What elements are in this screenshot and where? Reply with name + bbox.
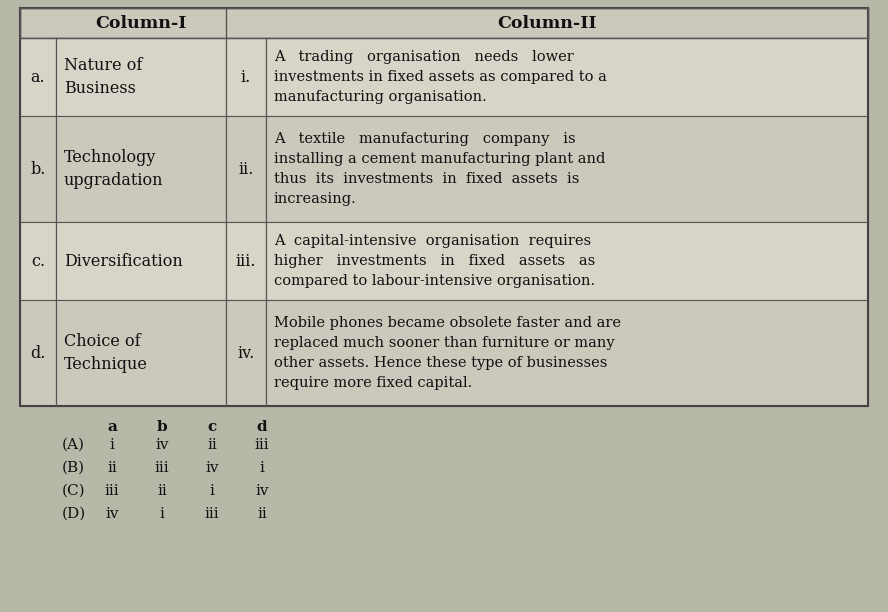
Text: i: i <box>160 507 164 521</box>
Bar <box>226 38 266 116</box>
Bar <box>20 222 56 300</box>
Bar <box>20 8 868 38</box>
Text: Nature of
Business: Nature of Business <box>64 57 142 97</box>
Text: iv.: iv. <box>237 345 255 362</box>
Text: i: i <box>109 438 115 452</box>
Text: Column-II: Column-II <box>497 15 597 31</box>
Bar <box>226 222 266 300</box>
Bar <box>266 222 868 300</box>
Text: i: i <box>210 484 214 498</box>
Text: A  capital-intensive  organisation  requires
higher   investments   in   fixed  : A capital-intensive organisation require… <box>274 234 595 288</box>
Text: Column-I: Column-I <box>95 15 186 31</box>
Text: i.: i. <box>241 69 251 86</box>
Text: iii: iii <box>255 438 269 452</box>
Bar <box>56 222 226 300</box>
Text: (A): (A) <box>62 438 85 452</box>
Bar <box>226 116 266 222</box>
Text: d: d <box>257 420 267 434</box>
Text: Choice of
Technique: Choice of Technique <box>64 333 148 373</box>
Text: (B): (B) <box>62 461 85 475</box>
Text: iv: iv <box>205 461 218 475</box>
Text: ii: ii <box>107 461 117 475</box>
Text: ii.: ii. <box>238 160 254 177</box>
Text: Mobile phones became obsolete faster and are
replaced much sooner than furniture: Mobile phones became obsolete faster and… <box>274 316 621 390</box>
Text: a.: a. <box>31 69 45 86</box>
Text: d.: d. <box>30 345 45 362</box>
Text: A   textile   manufacturing   company   is
installing a cement manufacturing pla: A textile manufacturing company is insta… <box>274 132 606 206</box>
Text: (C): (C) <box>62 484 85 498</box>
Text: ii: ii <box>207 438 217 452</box>
Text: i: i <box>259 461 265 475</box>
Text: (D): (D) <box>62 507 86 521</box>
Text: b: b <box>156 420 167 434</box>
Bar <box>266 300 868 406</box>
Bar <box>20 116 56 222</box>
Bar <box>20 300 56 406</box>
Bar <box>20 8 868 406</box>
Text: a: a <box>107 420 117 434</box>
Bar <box>56 116 226 222</box>
Text: A   trading   organisation   needs   lower
investments in fixed assets as compar: A trading organisation needs lower inves… <box>274 50 607 104</box>
Text: iii: iii <box>105 484 119 498</box>
Bar <box>266 116 868 222</box>
Bar <box>226 300 266 406</box>
Text: iv: iv <box>106 507 119 521</box>
Text: iv: iv <box>155 438 169 452</box>
Text: iii.: iii. <box>235 253 257 269</box>
Text: c: c <box>208 420 217 434</box>
Text: c.: c. <box>31 253 45 269</box>
Bar <box>56 38 226 116</box>
Text: ii: ii <box>157 484 167 498</box>
Text: Technology
upgradation: Technology upgradation <box>64 149 163 189</box>
Text: iv: iv <box>255 484 269 498</box>
Bar <box>56 300 226 406</box>
Bar <box>266 38 868 116</box>
Text: iii: iii <box>205 507 219 521</box>
Bar <box>20 38 56 116</box>
Text: ii: ii <box>258 507 267 521</box>
Text: Diversification: Diversification <box>64 253 183 269</box>
Text: iii: iii <box>155 461 170 475</box>
Text: b.: b. <box>30 160 45 177</box>
